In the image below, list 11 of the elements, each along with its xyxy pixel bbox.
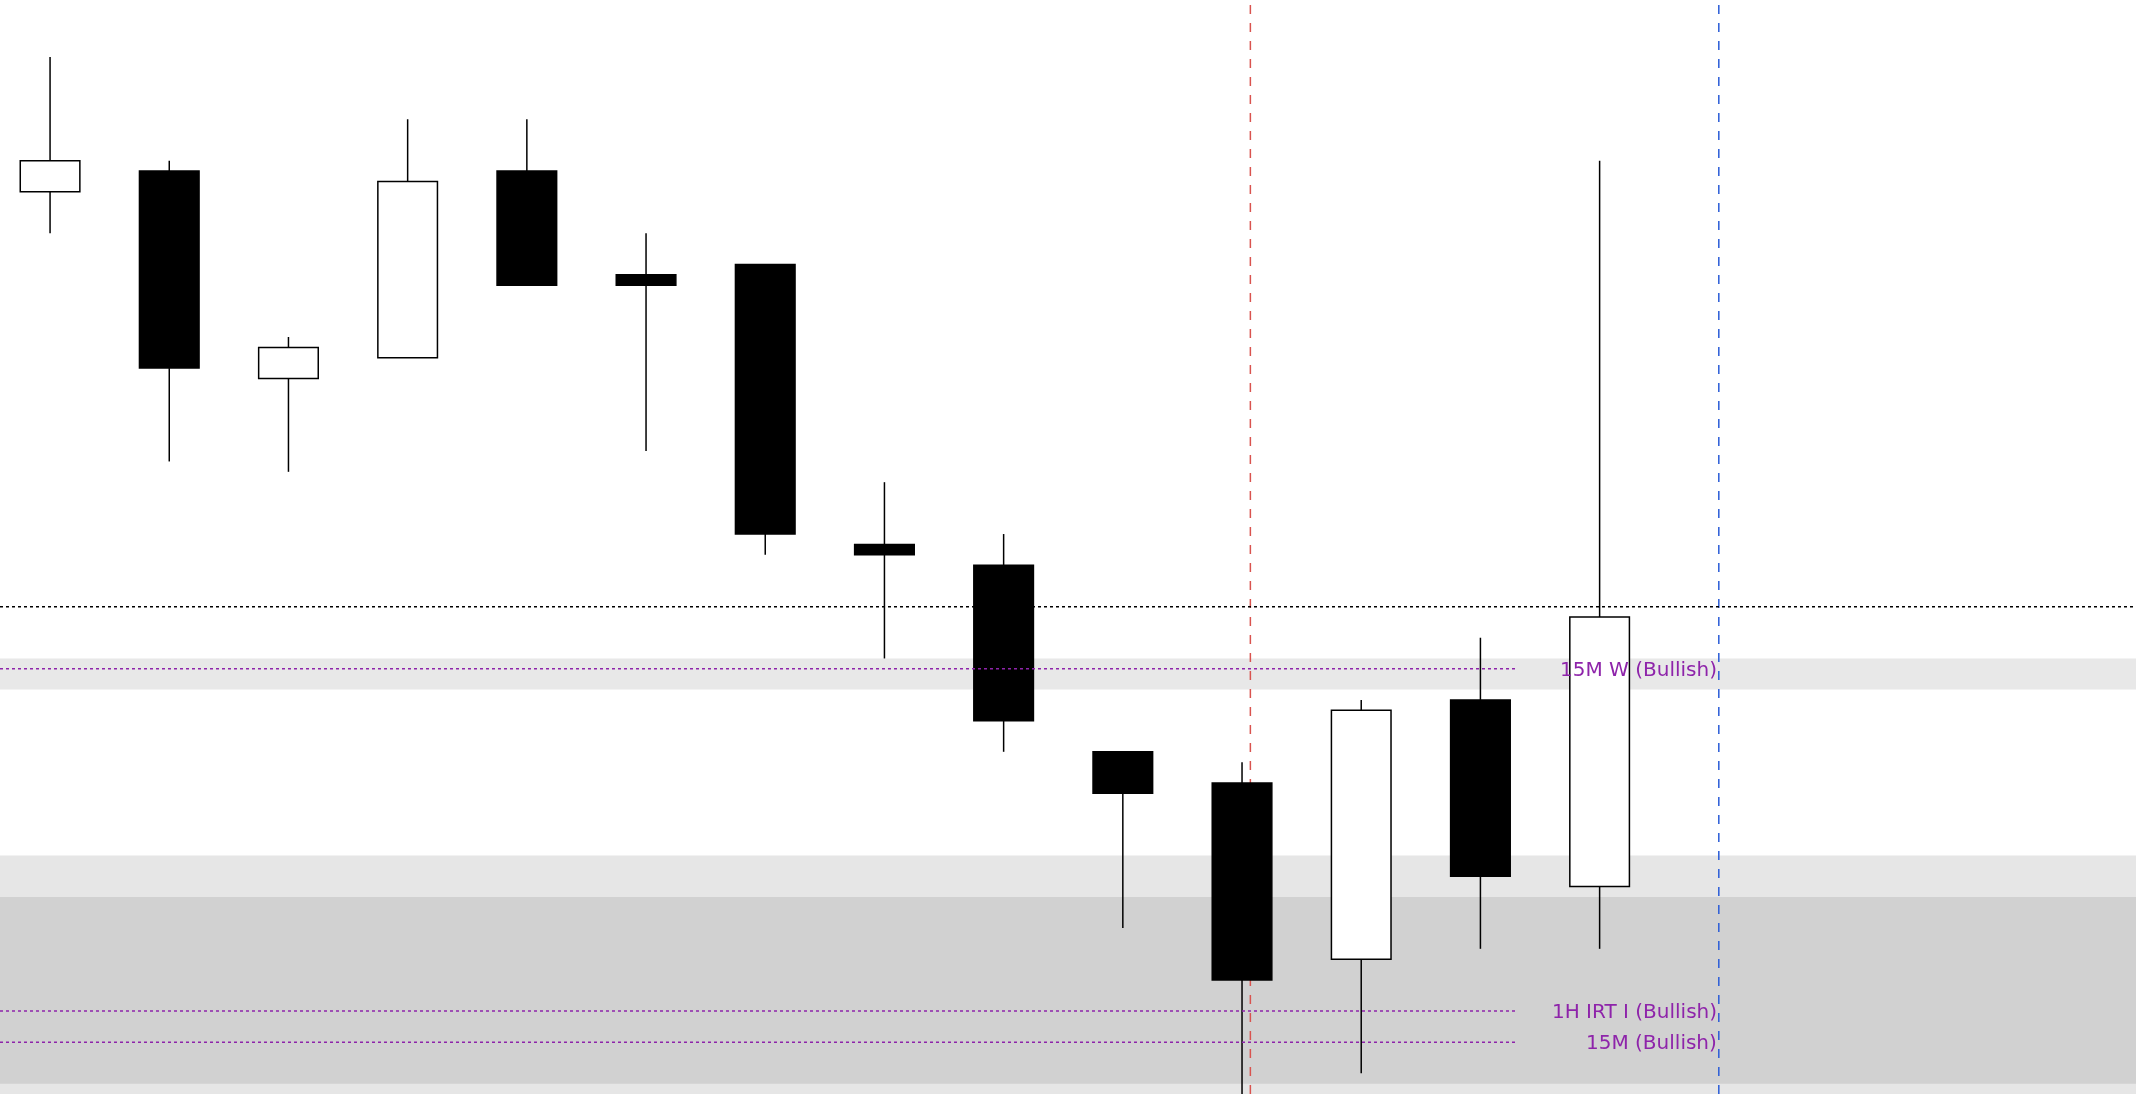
candlestick bbox=[1092, 751, 1154, 929]
candlestick bbox=[1211, 761, 1273, 1094]
candlestick bbox=[496, 118, 558, 286]
candlestick bbox=[734, 263, 796, 556]
candlestick bbox=[19, 56, 81, 235]
candlestick bbox=[377, 118, 439, 359]
candlestick bbox=[1449, 636, 1511, 950]
ref-line-label: 1H IRT I (Bullish) bbox=[1552, 999, 1718, 1023]
ref-line-label: 15M (Bullish) bbox=[1586, 1030, 1717, 1054]
candlestick bbox=[615, 232, 677, 452]
candlestick bbox=[1330, 699, 1392, 1075]
